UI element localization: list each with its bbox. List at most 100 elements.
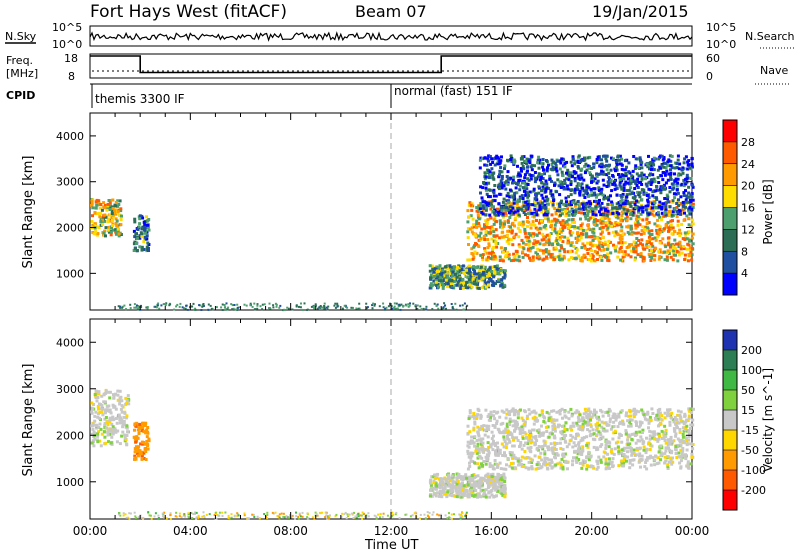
data-cell — [519, 408, 522, 412]
data-cell — [501, 200, 505, 204]
data-cell — [537, 175, 540, 179]
data-cell — [579, 224, 583, 227]
data-cell — [555, 218, 559, 222]
data-cell — [690, 246, 694, 250]
data-cell — [581, 229, 585, 232]
data-cell — [491, 172, 495, 175]
data-cell — [655, 196, 658, 200]
data-cell — [558, 167, 562, 171]
data-cell — [135, 435, 139, 439]
data-cell — [668, 249, 672, 253]
data-cell — [143, 231, 147, 235]
data-cell — [570, 212, 574, 216]
data-cell — [550, 223, 553, 227]
data-cell — [554, 164, 558, 168]
data-cell — [526, 224, 529, 228]
data-cell — [685, 424, 689, 428]
data-cell — [480, 462, 483, 466]
data-cell — [637, 425, 641, 429]
data-cell — [641, 243, 645, 247]
data-cell — [502, 207, 506, 211]
data-cell — [581, 449, 585, 453]
data-cell — [599, 190, 603, 194]
data-cell — [595, 158, 599, 161]
data-cell — [529, 177, 533, 181]
data-cell — [521, 255, 525, 259]
data-cell — [669, 159, 673, 163]
data-cell — [540, 238, 544, 242]
data-cell — [448, 264, 452, 268]
data-cell — [618, 183, 622, 187]
data-cell — [105, 420, 109, 424]
data-cell — [679, 466, 683, 470]
data-cell — [569, 171, 573, 175]
data-cell — [609, 222, 613, 226]
data-cell — [484, 188, 488, 192]
data-cell — [633, 167, 637, 170]
data-cell — [602, 183, 606, 187]
data-cell — [487, 195, 490, 199]
data-cell — [475, 439, 479, 442]
data-cell — [499, 222, 502, 226]
data-cell — [604, 196, 608, 200]
data-cell — [670, 416, 673, 420]
data-cell — [632, 155, 636, 158]
data-cell — [502, 276, 506, 280]
data-cell — [100, 394, 104, 398]
data-cell — [644, 177, 647, 181]
data-cell — [647, 245, 651, 248]
data-cell — [567, 203, 571, 207]
data-cell — [669, 171, 673, 175]
data-cell — [599, 444, 603, 448]
data-cell — [577, 418, 581, 422]
data-cell — [108, 410, 112, 413]
data-cell — [509, 176, 513, 180]
data-cell — [581, 422, 585, 426]
data-cell — [303, 302, 306, 305]
data-cell — [531, 416, 535, 420]
data-cell — [470, 247, 474, 251]
data-cell — [575, 409, 579, 413]
data-cell — [532, 242, 536, 246]
data-cell — [609, 168, 613, 172]
data-cell — [679, 173, 683, 177]
data-cell — [674, 452, 678, 455]
data-cell — [489, 201, 493, 205]
data-cell — [133, 240, 137, 244]
data-cell — [492, 188, 496, 192]
data-cell — [609, 450, 613, 454]
data-cell — [497, 451, 501, 455]
data-cell — [688, 198, 692, 202]
data-cell — [479, 416, 483, 420]
data-cell — [467, 203, 471, 207]
data-cell — [509, 213, 513, 217]
data-cell — [505, 199, 509, 203]
freq-tick-top-right: 60 — [706, 52, 720, 65]
data-cell — [236, 303, 239, 306]
data-cell — [658, 434, 661, 438]
data-cell — [689, 193, 693, 197]
data-cell — [509, 225, 513, 229]
data-cell — [499, 271, 503, 275]
data-cell — [617, 452, 621, 456]
data-cell — [691, 447, 695, 451]
data-cell — [133, 447, 137, 451]
data-cell — [109, 441, 113, 445]
data-cell — [634, 226, 638, 230]
data-cell — [513, 224, 516, 228]
data-cell — [146, 241, 150, 245]
data-cell — [533, 454, 537, 458]
data-cell — [103, 411, 107, 415]
data-cell — [545, 255, 548, 259]
data-cell — [117, 232, 121, 236]
data-cell — [514, 186, 518, 190]
data-cell — [467, 265, 471, 269]
data-cell — [90, 433, 94, 436]
data-cell — [94, 394, 98, 398]
data-cell — [539, 161, 543, 165]
data-cell — [557, 409, 561, 413]
data-cell — [485, 274, 489, 278]
data-cell — [562, 224, 566, 228]
data-cell — [682, 184, 686, 188]
data-cell — [543, 217, 547, 220]
